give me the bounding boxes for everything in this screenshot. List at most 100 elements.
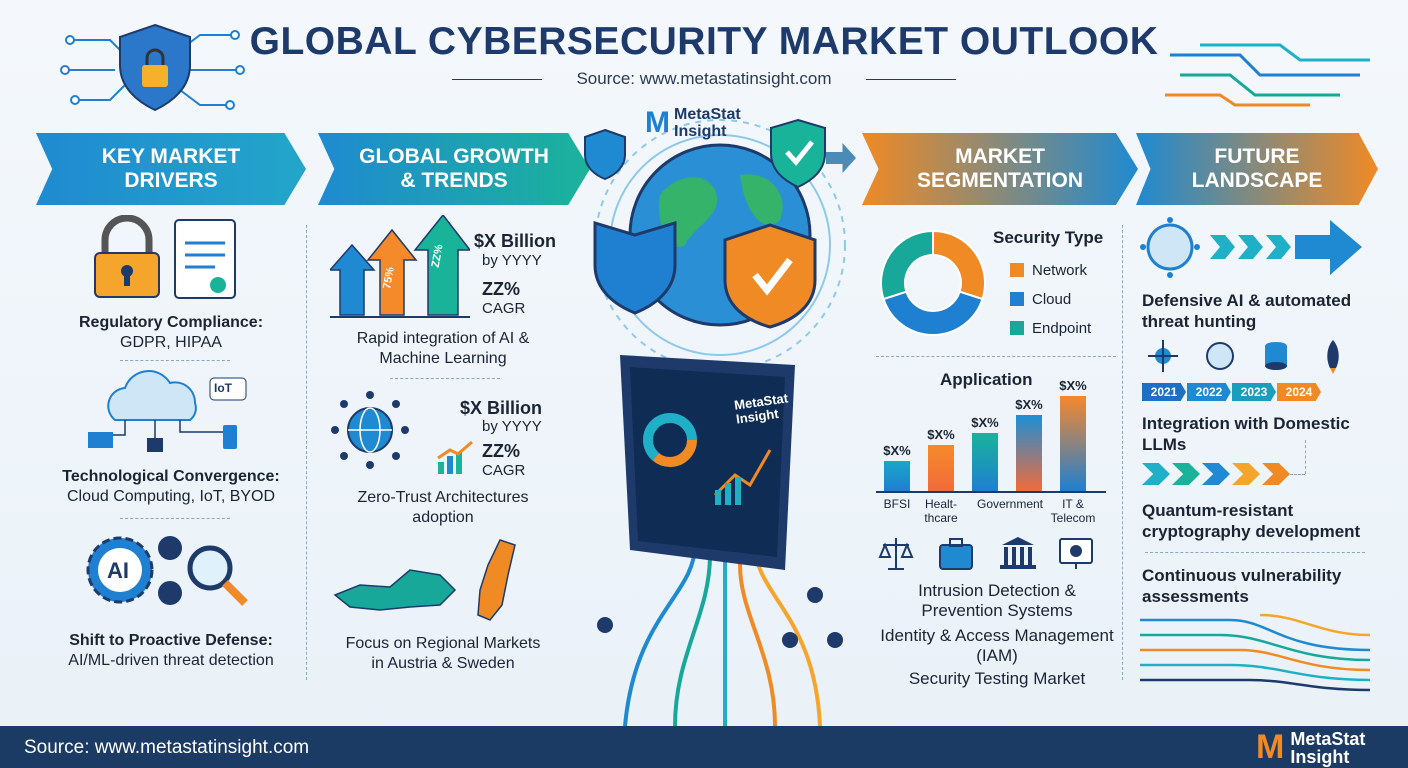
system-item: Prevention Systems: [921, 601, 1073, 620]
legend-swatch: [1010, 263, 1024, 277]
logo-text: Insight: [674, 123, 727, 140]
page-title: GLOBAL CYBERSECURITY MARKET OUTLOOK: [249, 20, 1159, 63]
austria-sweden-map-icon: [333, 539, 516, 621]
donut-title: Security Type: [993, 228, 1104, 247]
market-value: $X Billion: [460, 398, 543, 418]
ai-brain-arrows-icon: [1140, 217, 1362, 278]
bar: [1016, 415, 1042, 491]
rocket-icon: [1327, 340, 1339, 374]
lock-and-document-icon: [94, 215, 236, 299]
cagr-value: ZZ%: [482, 279, 520, 299]
growth-arrows-icon: [330, 215, 470, 318]
center-logo: M MetaStat Insight: [645, 106, 741, 140]
legend-swatch: [1010, 292, 1024, 306]
growth-caption: Zero-Trust Architectures: [357, 489, 529, 506]
bar-data-label: $X%: [1015, 397, 1043, 412]
year-2022: 2022: [1187, 383, 1231, 401]
bar: [884, 460, 910, 491]
year-timeline: 2021 2022 2023 2024: [1142, 383, 1322, 401]
legend-swatch: [1010, 321, 1024, 335]
network-icon: [1148, 340, 1178, 372]
bar-data-label: $X%: [971, 415, 999, 431]
year-2024: 2024: [1277, 383, 1321, 401]
driver-detail: Cloud Computing, IoT, BYOD: [66, 488, 276, 505]
donut-chart: [880, 229, 986, 336]
banner-market-segmentation: MARKET SEGMENTATION: [862, 133, 1138, 205]
year-2021: 2021: [1142, 383, 1186, 401]
bar-data-label: $X%: [883, 442, 911, 458]
legend-item-endpoint: Endpoint: [1010, 314, 1091, 343]
metastat-logo-icon: M: [645, 106, 670, 139]
future-item: Integration with Domestic LLMs: [1142, 414, 1350, 454]
banner-key-market-drivers: KEY MARKET DRIVERS: [36, 133, 306, 205]
industry-icons: [878, 537, 1093, 570]
iot-badge: IoT: [214, 381, 232, 395]
donut-slice-cloud: [882, 290, 984, 336]
divider: [1290, 474, 1305, 475]
cagr-value: ZZ%: [482, 441, 520, 461]
growth-caption: Rapid integration of AI &: [356, 330, 530, 347]
trend-chart-icon: [437, 440, 473, 474]
system-item: (IAM): [976, 646, 1018, 665]
bar-data-label: $X%: [927, 427, 955, 443]
year-2023: 2023: [1232, 383, 1276, 401]
scales-icon: [878, 538, 914, 570]
bar-category-label: IT & Telecom: [1050, 497, 1096, 525]
banner-future-landscape: FUTURE LANDSCAPE: [1136, 133, 1378, 205]
future-item: Continuous vulnerability assessments: [1142, 566, 1342, 606]
ai-badge: AI: [107, 558, 129, 583]
bar-category-label: Healt- thcare: [924, 497, 958, 525]
brain-head-icon: [1206, 342, 1234, 370]
footer-source: Source: www.metastatinsight.com: [24, 737, 310, 758]
metastat-logo-icon: M: [1256, 728, 1285, 766]
bar: [1060, 396, 1086, 491]
circuit-lines-decoration: [1165, 43, 1370, 107]
bar-category-labels: BFSI Healt- thcare Government IT & Telecom: [876, 497, 1106, 527]
bar-category-label: BFSI: [883, 497, 911, 511]
driver-title: Shift to Proactive Defense:: [69, 632, 273, 649]
donut-slice-endpoint: [880, 229, 934, 301]
database-icon: [1265, 342, 1287, 370]
logo-text: MetaStat: [1290, 728, 1366, 749]
bar-data-label: $X%: [1059, 378, 1087, 393]
divider: [306, 225, 307, 680]
divider: [1145, 552, 1365, 553]
driver-title: Technological Convergence:: [62, 468, 280, 485]
footer-logo: M MetaStat Insight: [1256, 728, 1365, 767]
chevron-arrows-icon: [1142, 463, 1292, 490]
application-bar-chart: $X% $X% $X% $X% $X%: [876, 378, 1106, 493]
driver-detail: AI/ML-driven threat detection: [68, 652, 274, 669]
chart-title: Application: [940, 370, 1033, 389]
growth-caption: Focus on Regional Markets: [345, 635, 541, 652]
cloud-network-icon: [88, 370, 247, 452]
divider: [120, 360, 230, 361]
system-item: Security Testing Market: [908, 669, 1086, 688]
market-value: $X Billion: [474, 231, 557, 251]
divider: [866, 79, 956, 80]
future-item: Defensive AI & automated threat hunting: [1142, 291, 1352, 331]
cagr-label: CAGR: [482, 300, 526, 317]
shield-lock-circuit-icon: [60, 23, 245, 112]
driver-title: Regulatory Compliance:: [78, 314, 264, 331]
system-item: Identity & Access Management: [880, 626, 1114, 645]
bar: [972, 433, 998, 491]
logo-text: MetaStat: [674, 106, 741, 123]
ai-gears-magnifier-icon: [86, 536, 248, 606]
market-year: by YYYY: [482, 418, 542, 435]
cagr-label: CAGR: [482, 462, 526, 479]
driver-detail: GDPR, HIPAA: [120, 334, 222, 351]
growth-caption: adoption: [412, 509, 474, 526]
bar-category-label: Government: [976, 497, 1044, 511]
legend-item-network: Network: [1010, 256, 1091, 285]
footer-bar: [0, 726, 1408, 768]
banner-global-growth: GLOBAL GROWTH & TRENDS: [318, 133, 590, 205]
market-year: by YYYY: [482, 252, 542, 269]
monitor-icon: [1059, 538, 1093, 569]
donut-slice-network: [932, 229, 986, 301]
donut-legend: Network Cloud Endpoint: [1010, 256, 1091, 343]
system-item: Intrusion Detection &: [918, 581, 1076, 600]
divider: [1305, 440, 1306, 474]
globe-network-icon: [331, 391, 409, 469]
source-subtitle: Source: www.metastatinsight.com: [576, 69, 832, 88]
divider: [452, 79, 542, 80]
